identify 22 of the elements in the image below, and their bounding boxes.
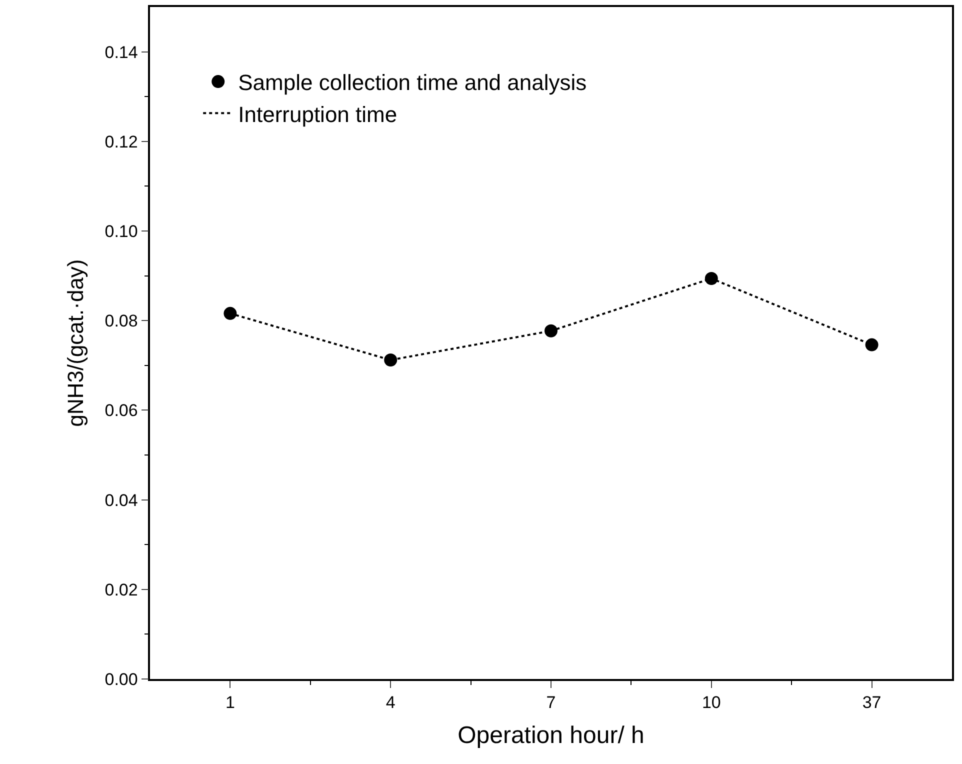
x-tick-label: 7	[546, 693, 556, 712]
y-tick-label: 0.08	[104, 312, 138, 331]
x-tick-label: 1	[225, 693, 235, 712]
x-axis-title: Operation hour/ h	[458, 722, 644, 749]
point	[865, 338, 878, 352]
y-tick-label: 0.04	[104, 490, 138, 510]
x-tick-label: 4	[386, 693, 396, 712]
y-tick-label: 0.06	[104, 401, 138, 420]
legend-label: Interruption time	[238, 102, 398, 127]
y-tick-label: 0.12	[104, 132, 138, 152]
x-tick-label: 37	[862, 693, 882, 712]
y-tick-label: 0.14	[104, 42, 138, 62]
point	[704, 272, 718, 285]
x-tick-label: 10	[702, 693, 721, 712]
point	[224, 306, 237, 320]
y-tick-label: 0.00	[104, 670, 138, 689]
y-axis-title: gNH3/(gcat.·day)	[63, 259, 88, 427]
point	[384, 354, 398, 367]
legend-label: Sample collection time and analysis	[238, 70, 587, 96]
y-tick-label: 0.02	[104, 580, 138, 600]
y-tick-label: 0.10	[104, 222, 138, 241]
point	[544, 324, 558, 338]
